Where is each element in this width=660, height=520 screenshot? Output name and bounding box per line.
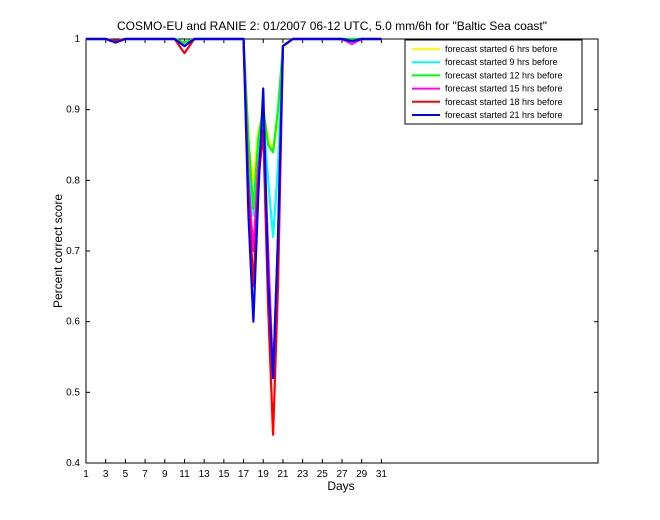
y-tick-label: 0.5 [66, 387, 80, 398]
series-lines [86, 37, 382, 436]
x-tick-label: 9 [162, 469, 168, 480]
x-tick-label: 27 [336, 469, 348, 480]
x-tick-label: 23 [297, 469, 309, 480]
chart-title: COSMO-EU and RANIE 2: 01/2007 06-12 UTC,… [117, 19, 547, 33]
y-tick-label: 0.8 [66, 175, 80, 186]
x-tick-label: 25 [317, 469, 329, 480]
x-tick-label: 19 [258, 469, 270, 480]
y-tick-label: 0.9 [66, 105, 80, 116]
y-tick-label: 0.7 [66, 246, 80, 257]
y-tick-label: 0.4 [66, 458, 80, 469]
x-tick-label: 15 [218, 469, 230, 480]
legend-entry-1: forecast started 6 hrs before [445, 44, 558, 54]
x-tick-label: 29 [356, 469, 368, 480]
x-tick-label: 11 [179, 469, 190, 480]
legend-entry-6: forecast started 21 hrs before [445, 110, 563, 120]
legend: forecast started 6 hrs before forecast st… [404, 39, 583, 125]
x-tick-label: 7 [142, 469, 148, 480]
legend-entry-5: forecast started 18 hrs before [445, 97, 563, 107]
x-tick-label: 31 [376, 469, 388, 480]
x-tick-label: 5 [123, 469, 129, 480]
x-tick-label: 3 [103, 469, 109, 480]
y-tick-label: 1 [74, 34, 80, 45]
y-axis-title: Percent correct score [51, 194, 65, 308]
y-tick-label: 0.6 [66, 317, 80, 328]
legend-box [404, 39, 583, 125]
x-tick-label: 21 [277, 469, 289, 480]
x-tick-label: 1 [83, 469, 89, 480]
x-tick-label: 13 [199, 469, 211, 480]
x-axis-title: Days [327, 479, 354, 493]
legend-entry-4: forecast started 15 hrs before [445, 84, 563, 94]
legend-entry-2: forecast started 9 hrs before [445, 57, 558, 67]
series-line-6 [86, 37, 382, 380]
axis-ticks: 1 3 5 7 9 11 13 15 17 19 21 23 25 27 29 310.40.50.60.70… [66, 34, 598, 480]
legend-entry-3: forecast started 12 hrs before [445, 70, 563, 80]
x-tick-label: 17 [238, 469, 250, 480]
